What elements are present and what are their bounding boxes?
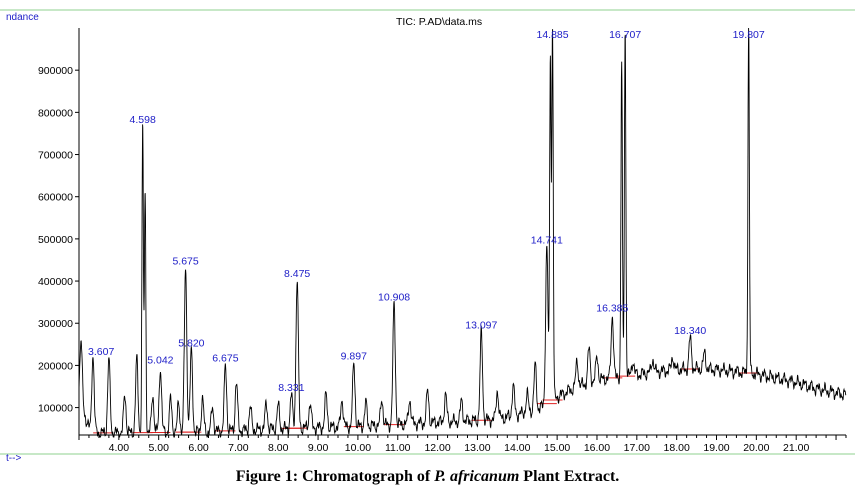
peak-label: 6.675 <box>212 352 238 364</box>
peak-label: 10.908 <box>378 291 410 303</box>
x-tick-label: 7.00 <box>228 442 249 454</box>
x-tick-label: 6.00 <box>188 442 209 454</box>
peak-label: 5.675 <box>172 255 198 267</box>
x-tick-label: 20.00 <box>743 442 769 454</box>
peak-label: 9.897 <box>341 350 367 362</box>
x-tick-label: 21.00 <box>783 442 809 454</box>
peak-label: 4.598 <box>130 114 156 126</box>
x-tick-label: 15.00 <box>544 442 570 454</box>
y-tick-label: 400000 <box>38 276 73 288</box>
chart-frame <box>0 9 855 455</box>
peak-label: 5.042 <box>147 355 173 367</box>
peak-label: 8.331 <box>278 382 304 394</box>
tic-series-line <box>78 27 847 438</box>
peak-label: 16.707 <box>609 29 641 41</box>
x-tick-label: 18.00 <box>664 442 690 454</box>
x-tick-label: 19.00 <box>703 442 729 454</box>
peak-label: 13.097 <box>465 320 497 332</box>
x-axis-label: t--> <box>6 453 21 464</box>
peak-label: 16.385 <box>596 303 628 315</box>
y-tick-label: 700000 <box>38 150 73 162</box>
y-axis-label: ndance <box>6 12 39 23</box>
peak-labels: 3.607 4.598 5.042 5.675 5.820 6.675 8.331 8.475… <box>88 29 765 394</box>
integration-marks <box>93 368 759 434</box>
figure-caption: Figure 1: Chromatograph of P. africanum … <box>0 468 855 486</box>
peak-label: 14.741 <box>531 234 563 246</box>
caption-species: P. africanum <box>434 468 520 485</box>
peak-label: 14.885 <box>536 29 568 41</box>
x-tick-label: 10.00 <box>345 442 371 454</box>
x-tick-label: 9.00 <box>308 442 329 454</box>
chart-title: TIC: P.AD\data.ms <box>396 16 482 28</box>
x-tick-label: 16.00 <box>584 442 610 454</box>
peak-label: 18.340 <box>674 325 706 337</box>
caption-prefix: Figure 1: Chromatograph of <box>235 468 435 485</box>
peak-label: 3.607 <box>88 346 114 358</box>
y-tick-label: 900000 <box>38 65 73 77</box>
tic-trace <box>78 27 847 438</box>
y-tick-label: 500000 <box>38 234 73 246</box>
x-tick-label: 5.00 <box>148 442 169 454</box>
y-tick-label: 800000 <box>38 107 73 119</box>
x-tick-label: 8.00 <box>268 442 289 454</box>
y-tick-label: 600000 <box>38 192 73 204</box>
peak-label: 8.475 <box>284 268 310 280</box>
y-axis: 100000 200000 300000 400000 500000 600000 7000… <box>38 65 79 415</box>
x-tick-label: 17.00 <box>624 442 650 454</box>
y-tick-label: 200000 <box>38 360 73 372</box>
peak-label: 5.820 <box>178 338 204 350</box>
x-tick-label: 11.00 <box>385 442 411 454</box>
caption-suffix: Plant Extract. <box>519 468 620 485</box>
x-tick-label: 4.00 <box>109 442 130 454</box>
x-tick-label: 12.00 <box>424 442 450 454</box>
y-tick-label: 300000 <box>38 318 73 330</box>
y-tick-label: 100000 <box>38 403 73 415</box>
x-axis: 4.00 5.00 6.00 7.00 8.00 9.00 10.00 11.00 12.00 1… <box>78 435 847 454</box>
x-tick-label: 13.00 <box>464 442 490 454</box>
x-tick-label: 14.00 <box>504 442 530 454</box>
peak-label: 19.807 <box>733 29 765 41</box>
